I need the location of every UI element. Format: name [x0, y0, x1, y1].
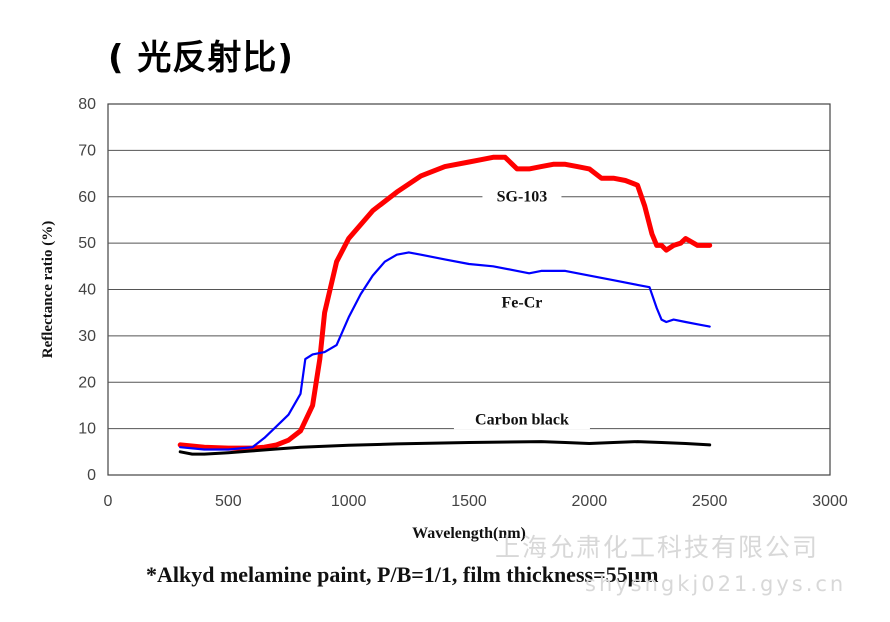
series-label-0: SG-103 — [497, 189, 548, 206]
y-tick-label: 20 — [78, 374, 96, 391]
y-tick-label: 50 — [78, 235, 96, 252]
series-line-2 — [178, 440, 712, 456]
x-tick-label: 1500 — [451, 493, 487, 510]
series-label-bg — [453, 407, 590, 430]
x-tick-label: 500 — [215, 493, 242, 510]
y-tick-label: 10 — [78, 421, 96, 438]
chart-footnote: *Alkyd melamine paint, P/B=1/1, film thi… — [146, 562, 659, 587]
x-tick-label: 3000 — [812, 493, 848, 510]
reflectance-chart: 0 10 20 30 40 50 60 70 80 0 500 1000 1500 2000 2500 300… — [40, 96, 848, 542]
x-tick-label: 2000 — [572, 493, 608, 510]
watermark-company: 上海允肃化工科技有限公司 — [495, 533, 820, 562]
y-axis-label: Reflectance ratio (%) — [40, 221, 56, 358]
page-title: ( 光反射比) — [108, 38, 294, 78]
y-tick-label: 70 — [78, 142, 96, 159]
series-line-1 — [179, 251, 711, 451]
x-tick-label: 1000 — [331, 493, 367, 510]
y-tick-label: 60 — [78, 189, 96, 206]
series-label-2: Carbon black — [475, 411, 569, 428]
series-label-1: Fe-Cr — [502, 294, 543, 311]
x-tick-label: 0 — [104, 493, 113, 510]
x-axis-label: Wavelength(nm) — [412, 525, 526, 542]
y-tick-label: 0 — [87, 467, 96, 484]
y-tick-label: 30 — [78, 328, 96, 345]
series-line-0 — [177, 154, 713, 451]
x-tick-label: 2500 — [692, 493, 728, 510]
series-label-bg — [487, 290, 557, 313]
y-tick-label: 80 — [78, 96, 96, 113]
series-label-bg — [482, 184, 562, 207]
y-tick-label: 40 — [78, 282, 96, 299]
watermark-url: shysngkj021.gys.cn — [585, 572, 847, 596]
